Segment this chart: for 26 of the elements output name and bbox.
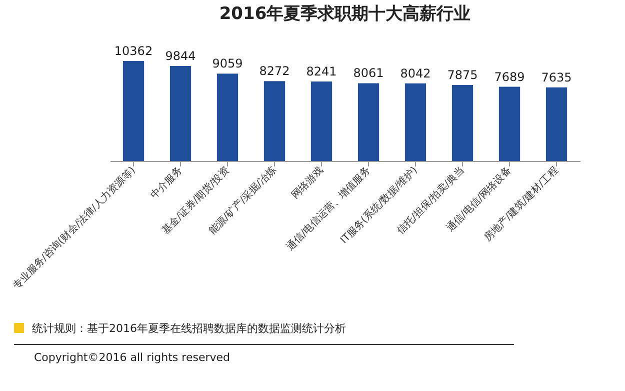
data-label: 9059 — [212, 56, 243, 71]
bar — [170, 66, 192, 161]
bar — [358, 83, 380, 161]
data-label: 7689 — [494, 70, 525, 84]
bar — [216, 74, 238, 161]
text: 统计规则：基于2016年夏季在线招聘数据库的数据监测统计分析 — [32, 320, 346, 336]
data-label: 7635 — [541, 70, 572, 84]
data-label: 10362 — [114, 44, 153, 58]
data-label: 7875 — [447, 68, 478, 82]
bar — [310, 81, 332, 161]
text: Copyright©2016 all rights reserved — [14, 344, 514, 364]
data-label: 8241 — [306, 64, 337, 78]
bar — [498, 86, 520, 161]
bar — [122, 61, 144, 161]
data-label: 8061 — [353, 66, 384, 80]
bar — [546, 87, 568, 161]
x-tick-label: 中介服务 — [148, 164, 185, 202]
chart-title: 2016年夏季求职期十大高薪行业 — [219, 4, 471, 24]
data-label: 8042 — [400, 66, 431, 80]
bar — [452, 85, 474, 161]
bar — [264, 81, 286, 161]
data-label: 8272 — [259, 64, 290, 78]
x-tick-label: 网络游戏 — [288, 164, 326, 202]
data-label: 9844 — [165, 49, 196, 63]
x-tick-label: 专业服务/咨询(财会/法律/人力资源等) — [10, 164, 138, 292]
bar — [404, 83, 426, 161]
